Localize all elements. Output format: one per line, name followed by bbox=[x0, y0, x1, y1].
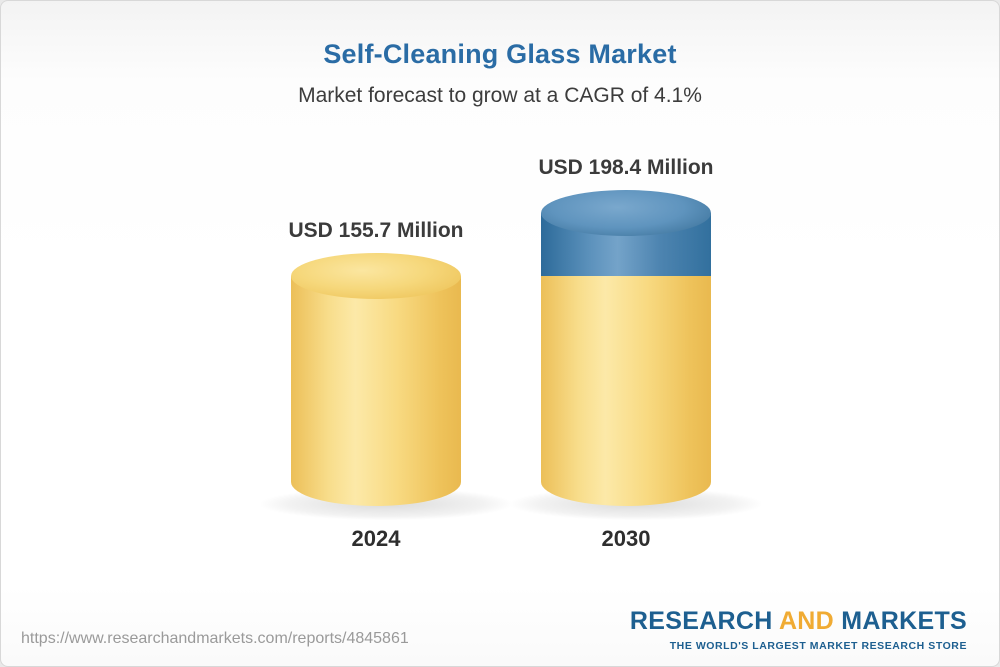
logo-word-research: RESEARCH bbox=[629, 607, 773, 635]
bar-2024: USD 155.7 Million 2024 bbox=[261, 219, 511, 551]
cylinder-body-2024 bbox=[291, 276, 461, 506]
research-and-markets-logo: RESEARCH AND MARKETS THE WORLD'S LARGEST… bbox=[630, 607, 967, 652]
cylinder-base-segment-2030 bbox=[541, 276, 711, 506]
logo-wordmark: RESEARCH AND MARKETS bbox=[630, 607, 967, 636]
value-label-2030: USD 198.4 Million bbox=[538, 156, 714, 179]
bar-2030: USD 198.4 Million 2030 bbox=[511, 156, 761, 551]
chart-title: Self-Cleaning Glass Market bbox=[323, 39, 677, 69]
cylinder-cap-2024 bbox=[291, 253, 461, 299]
logo-word-markets: MARKETS bbox=[841, 607, 967, 635]
value-label-2024: USD 155.7 Million bbox=[288, 219, 464, 242]
cylinder-cap-2030 bbox=[541, 190, 711, 236]
chart-header: Self-Cleaning Glass Market Market foreca… bbox=[1, 39, 999, 108]
logo-tagline: THE WORLD'S LARGEST MARKET RESEARCH STOR… bbox=[669, 640, 967, 652]
year-label-2030: 2030 bbox=[601, 526, 651, 551]
chart-subtitle: Market forecast to grow at a CAGR of 4.1… bbox=[298, 84, 702, 107]
year-label-2024: 2024 bbox=[351, 526, 401, 551]
report-url: https://www.researchandmarkets.com/repor… bbox=[21, 630, 409, 647]
logo-word-and: AND bbox=[778, 607, 835, 635]
